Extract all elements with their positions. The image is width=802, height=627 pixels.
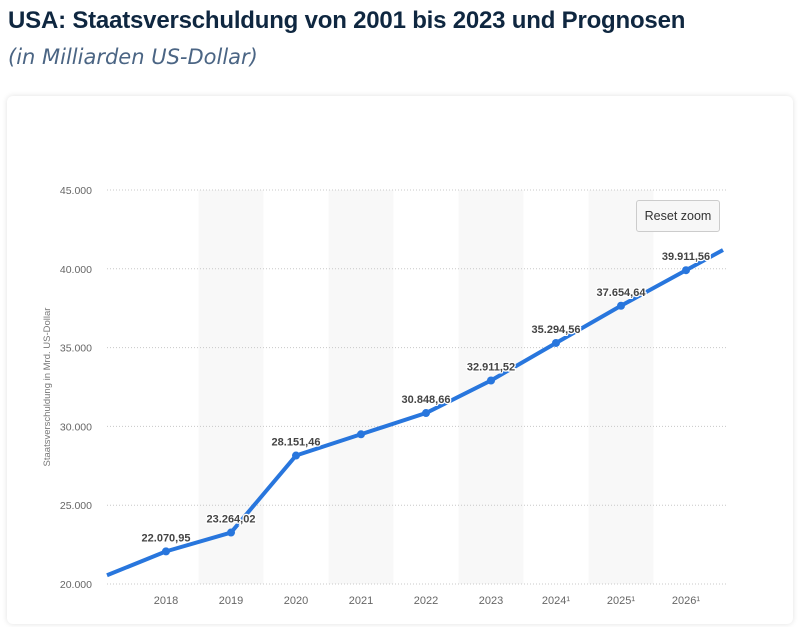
data-label: 37.654,64 <box>597 287 647 299</box>
data-label: 30.848,66 <box>402 394 451 406</box>
data-point <box>422 409 430 418</box>
data-point <box>682 266 690 275</box>
x-tick-label: 2019 <box>219 595 243 607</box>
y-axis-title: Staatsverschuldung in Mrd. US-Dollar <box>42 308 53 467</box>
reset-zoom-button[interactable]: Reset zoom <box>636 200 720 232</box>
x-tick-label: 2021 <box>349 595 373 607</box>
data-point <box>487 376 495 385</box>
data-point <box>292 451 300 460</box>
data-point <box>552 338 560 347</box>
data-point <box>357 430 365 439</box>
data-point <box>617 301 625 310</box>
y-tick-label: 20.000 <box>60 579 92 591</box>
x-tick-label: 2025¹ <box>607 595 635 607</box>
x-tick-label: 2024¹ <box>542 595 570 607</box>
page-title: USA: Staatsverschuldung von 2001 bis 202… <box>8 7 686 34</box>
y-tick-label: 40.000 <box>60 264 92 276</box>
data-label: 28.151,46 <box>272 437 321 449</box>
data-point <box>227 528 235 537</box>
x-tick-label: 2026¹ <box>672 595 700 607</box>
category-band <box>328 190 394 584</box>
data-label: 23.264,02 <box>207 514 256 526</box>
x-tick-label: 2018 <box>154 595 178 607</box>
category-band <box>588 190 654 584</box>
page-subtitle: (in Milliarden US-Dollar) <box>8 45 258 69</box>
data-point <box>162 547 170 556</box>
category-band <box>458 190 524 584</box>
y-tick-label: 25.000 <box>60 500 92 512</box>
category-band <box>198 190 264 584</box>
data-label: 22.070,95 <box>142 532 191 544</box>
chart-card <box>7 96 793 624</box>
x-tick-label: 2020 <box>284 595 308 607</box>
x-tick-label: 2023 <box>479 595 503 607</box>
y-tick-label: 30.000 <box>60 421 92 433</box>
y-tick-label: 35.000 <box>60 343 92 355</box>
y-tick-label: 45.000 <box>60 185 92 197</box>
x-tick-label: 2022 <box>414 595 438 607</box>
data-label: 39.911,56 <box>662 251 710 263</box>
data-label: 35.294,56 <box>532 324 581 336</box>
data-label: 32.911,52 <box>467 362 515 374</box>
